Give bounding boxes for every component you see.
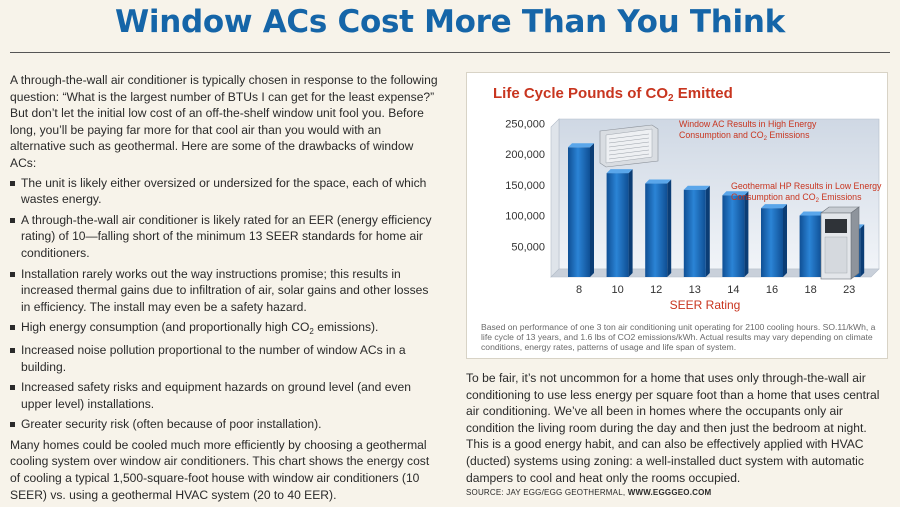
bar-seer-13	[683, 185, 710, 277]
source-link[interactable]: WWW.EGGGEO.COM	[627, 488, 712, 497]
drawbacks-list: The unit is likely either oversized or u…	[10, 175, 440, 433]
list-item-tail: emissions).	[313, 320, 379, 335]
y-tick-label: 100,000	[505, 211, 545, 223]
list-item: A through-the-wall air conditioner is li…	[10, 212, 440, 262]
list-item-text: High energy consumption (and proportiona…	[21, 320, 310, 335]
bar-seer-8	[568, 143, 594, 277]
bar-seer-14	[722, 191, 749, 277]
x-tick-label: 23	[843, 284, 855, 296]
y-tick-label: 200,000	[505, 149, 545, 161]
x-tick-label: 12	[650, 284, 662, 296]
bar-seer-16	[761, 204, 787, 277]
x-axis-title: SEER Rating	[670, 298, 741, 312]
chart-plot: 50,000 100,000 150,000 200,000 250,000 8 10 12…	[505, 118, 880, 312]
list-item: High energy consumption (and proportiona…	[10, 319, 440, 338]
right-column: To be fair, it’s not uncommon for a home…	[466, 370, 890, 486]
left-column: A through-the-wall air conditioner is ty…	[10, 72, 440, 506]
x-tick-label: 18	[804, 284, 816, 296]
source-credit: SOURCE: JAY EGG/EGG GEOTHERMAL, WWW.EGGG…	[466, 488, 712, 497]
list-item: Increased safety risks and equipment haz…	[10, 379, 440, 412]
co2-chart: Life Cycle Pounds of CO2 Emitted 50,000 1…	[466, 72, 888, 359]
bar-seer-10	[606, 169, 633, 277]
title-rule	[10, 52, 890, 53]
headline: Window ACs Cost More Than You Think	[115, 4, 785, 40]
chart-title: Life Cycle Pounds of CO2 Emitted	[493, 85, 733, 104]
geothermal-annotation: Geothermal HP Results in Low Energy Cons…	[731, 181, 882, 204]
closing-paragraph: Many homes could be cooled much more eff…	[10, 437, 430, 502]
subscript-2: 2	[309, 327, 314, 337]
list-item: Greater security risk (often because of …	[10, 416, 440, 433]
y-tick-label: 250,000	[505, 118, 545, 130]
window-ac-annotation: Window AC Results in High Energy Consump…	[679, 119, 817, 142]
x-tick-label: 10	[611, 284, 623, 296]
list-item: The unit is likely either oversized or u…	[10, 175, 440, 208]
x-tick-label: 16	[766, 284, 778, 296]
x-tick-label: 8	[576, 284, 582, 296]
chart-footnote: Based on performance of one 3 ton air co…	[481, 322, 876, 352]
window-ac-illustration	[599, 124, 659, 168]
list-item: Increased noise pollution proportional t…	[10, 342, 440, 375]
x-tick-label: 14	[727, 284, 739, 296]
right-paragraph: To be fair, it’s not uncommon for a home…	[466, 371, 880, 485]
heat-pump-illustration	[820, 206, 860, 280]
y-tick-label: 50,000	[511, 241, 545, 253]
list-item: Installation rarely works out the way in…	[10, 266, 440, 316]
bar-seer-12	[645, 179, 672, 277]
intro-paragraph: A through-the-wall air conditioner is ty…	[10, 73, 438, 170]
x-tick-label: 13	[689, 284, 701, 296]
y-tick-label: 150,000	[505, 180, 545, 192]
